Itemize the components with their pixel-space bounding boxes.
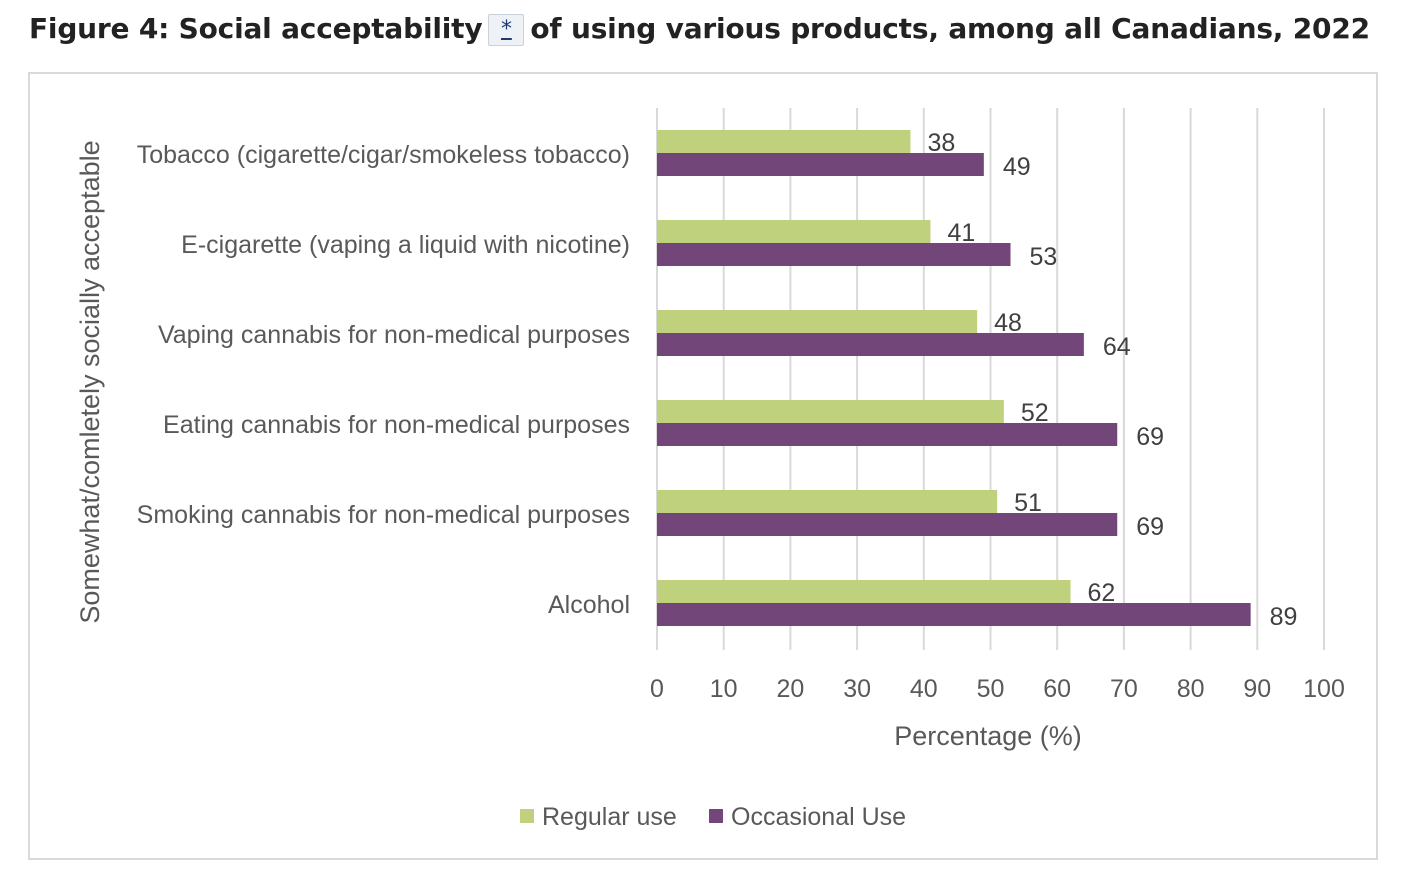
category-label: Tobacco (cigarette/cigar/smokeless tobac… (137, 141, 630, 169)
bars (657, 130, 1251, 626)
figure-title-suffix: of using various products, among all Can… (530, 12, 1370, 45)
data-labels: 38 49 41 53 48 64 52 69 51 69 62 89 (927, 129, 1297, 631)
bar (657, 153, 984, 176)
x-axis-ticks: 0 10 20 30 40 50 60 70 80 90 100 (650, 675, 1345, 703)
data-label: 49 (1003, 153, 1031, 181)
figure-title: Figure 4: Social acceptability * of using … (29, 12, 1370, 46)
x-axis-title: Percentage (%) (894, 721, 1082, 751)
category-label: Vaping cannabis for non-medical purposes (158, 321, 630, 349)
data-label: 64 (1103, 333, 1131, 361)
bar (657, 423, 1118, 446)
data-label: 53 (1030, 243, 1058, 271)
x-tick-label: 80 (1177, 675, 1205, 703)
bar (657, 603, 1251, 626)
gridlines (656, 108, 1325, 650)
x-tick-label: 90 (1243, 675, 1271, 703)
bar (657, 513, 1118, 536)
bar (657, 580, 1071, 603)
data-label: 69 (1136, 423, 1164, 451)
data-label: 62 (1088, 579, 1116, 607)
bar (657, 130, 911, 153)
bar-chart: 38 49 41 53 48 64 52 69 51 69 62 89 Tobacco (cigare… (75, 108, 1345, 831)
figure-title-prefix: Figure 4: Social acceptability (29, 12, 483, 45)
category-label: Alcohol (548, 591, 630, 619)
legend: Regular use Occasional Use (520, 803, 906, 831)
legend-swatch (709, 809, 723, 823)
legend-swatch (520, 809, 534, 823)
bar (657, 400, 1004, 423)
x-tick-label: 60 (1043, 675, 1071, 703)
bar (657, 243, 1011, 266)
bar (657, 490, 998, 513)
legend-label: Occasional Use (731, 803, 906, 831)
x-tick-label: 70 (1110, 675, 1138, 703)
legend-label: Regular use (542, 803, 677, 831)
data-label: 69 (1136, 513, 1164, 541)
data-label: 48 (994, 309, 1022, 337)
x-tick-label: 20 (776, 675, 804, 703)
category-label: E-cigarette (vaping a liquid with nicoti… (181, 231, 630, 259)
bar (657, 333, 1084, 356)
bar (657, 310, 978, 333)
bar (657, 220, 931, 243)
data-label: 41 (947, 219, 975, 247)
x-tick-label: 50 (977, 675, 1005, 703)
data-label: 51 (1014, 489, 1042, 517)
y-axis-title: Somewhat/comletely socially acceptable (75, 140, 105, 623)
x-tick-label: 40 (910, 675, 938, 703)
chart-container: 38 49 41 53 48 64 52 69 51 69 62 89 Tobacco (cigare… (28, 72, 1378, 860)
x-tick-label: 100 (1303, 675, 1345, 703)
category-label: Smoking cannabis for non-medical purpose… (137, 501, 630, 529)
x-tick-label: 10 (710, 675, 738, 703)
x-tick-label: 30 (843, 675, 871, 703)
data-label: 38 (927, 129, 955, 157)
x-tick-label: 0 (650, 675, 664, 703)
data-label: 52 (1021, 399, 1049, 427)
category-label: Eating cannabis for non-medical purposes (163, 411, 630, 439)
data-label: 89 (1270, 603, 1298, 631)
footnote-link[interactable]: * (488, 14, 525, 46)
category-labels: Tobacco (cigarette/cigar/smokeless tobac… (137, 141, 630, 619)
